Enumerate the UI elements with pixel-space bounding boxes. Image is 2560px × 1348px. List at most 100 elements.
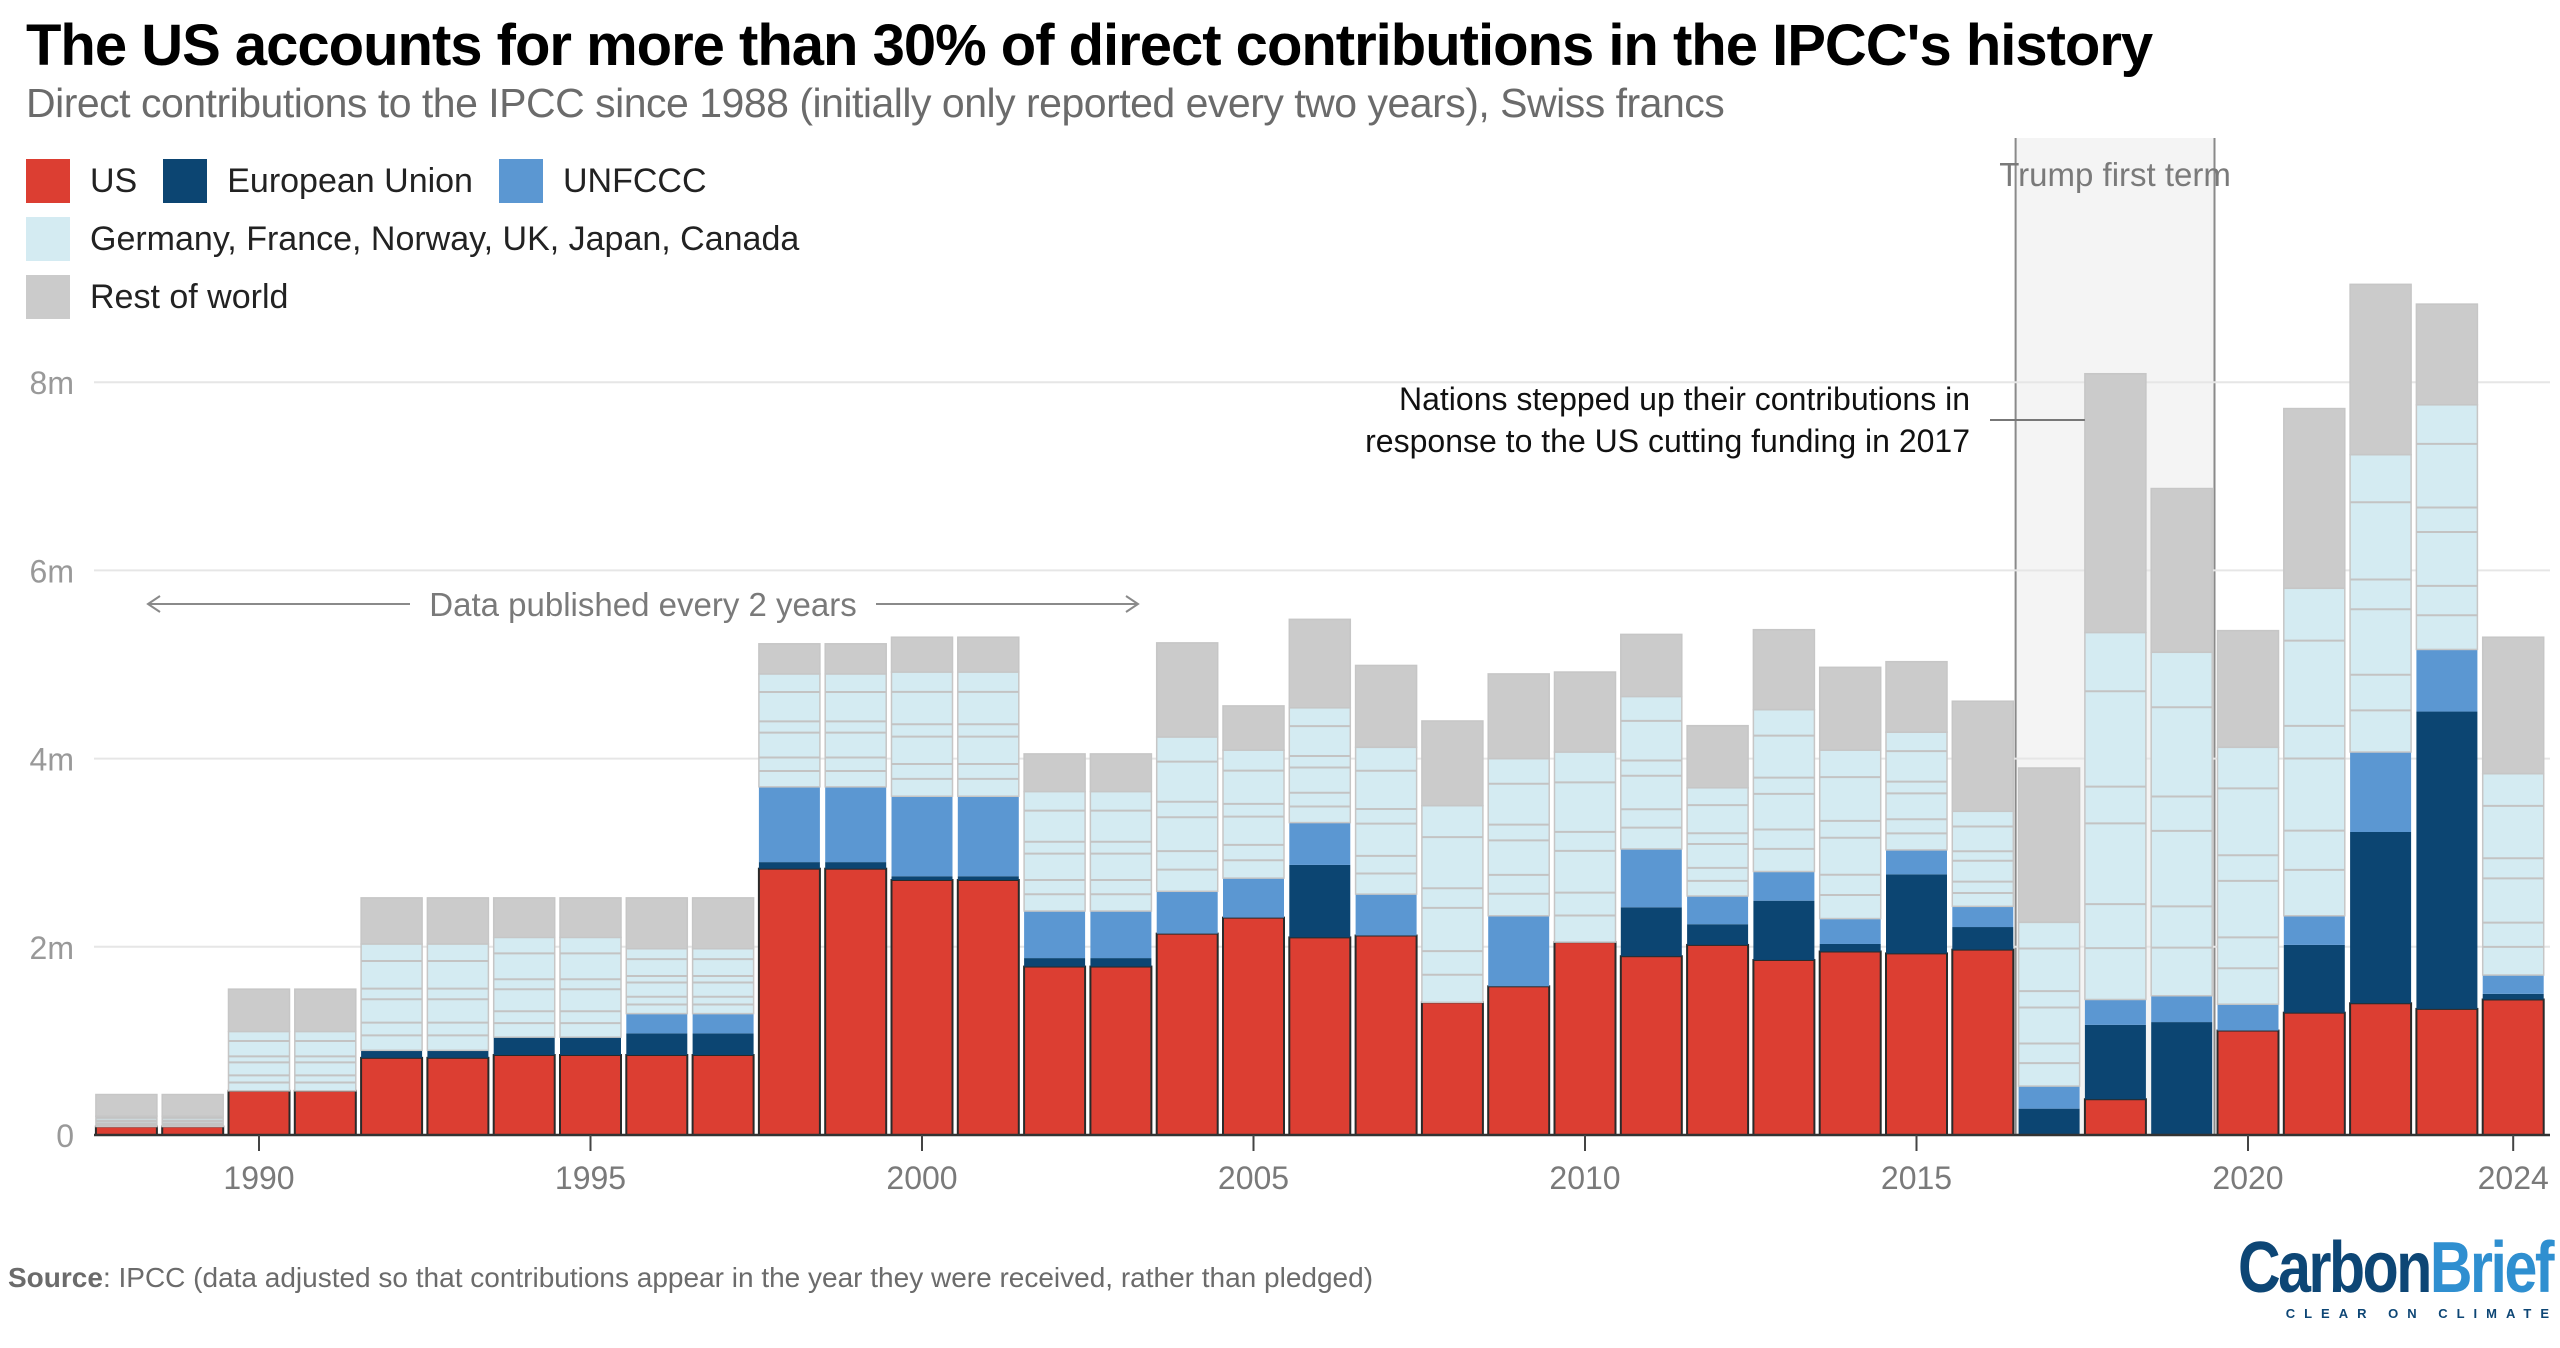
bar-2019 xyxy=(2150,487,2213,1135)
bar-segment-us xyxy=(360,1056,424,1137)
bar-segment-unfccc xyxy=(1090,911,1152,959)
axes: 0 2m 4m 6m 8m 1990 1995 2000 2005 2010 2015 2020 202… xyxy=(30,365,2550,1196)
bar-segment-us xyxy=(2282,1011,2346,1136)
bar-2024 xyxy=(2481,636,2545,1136)
legend-item-eu: European Union xyxy=(163,159,473,203)
bar-segment-us xyxy=(1288,936,1352,1137)
bar-segment-us xyxy=(1818,950,1882,1136)
bar-segment-countries xyxy=(1023,790,1086,912)
y-tick-label: 0 xyxy=(56,1118,74,1154)
x-tick-label: 1990 xyxy=(223,1160,294,1196)
bar-segment-us xyxy=(1420,1001,1484,1136)
bar-2018 xyxy=(2083,372,2147,1136)
trump-band-label: Trump first term xyxy=(1999,156,2231,193)
bar-segment-us xyxy=(1686,943,1750,1137)
bar-2017 xyxy=(2017,767,2081,1135)
x-tick-label: 2005 xyxy=(1218,1160,1289,1196)
bar-segment-us xyxy=(824,867,888,1137)
bar-segment-row xyxy=(2017,767,2081,924)
bar-segment-row xyxy=(2084,372,2147,634)
bar-segment-eu xyxy=(2350,831,2412,1004)
bar-2003 xyxy=(1089,753,1153,1136)
x-tick-label: 2010 xyxy=(1549,1160,1620,1196)
legend-label-unfccc: UNFCCC xyxy=(562,161,707,200)
bar-segment-unfccc xyxy=(1355,894,1417,936)
legend-item-unfccc: UNFCCC xyxy=(498,159,707,203)
bar-segment-us xyxy=(2415,1007,2479,1137)
bar-segment-countries xyxy=(1354,746,1418,895)
arrow-head-right xyxy=(1125,595,1140,613)
legend-label-us: US xyxy=(90,161,138,200)
bar-2013 xyxy=(1752,628,1816,1136)
bar-2006 xyxy=(1288,618,1352,1137)
bar-segment-unfccc xyxy=(1223,878,1284,918)
bar-segment-countries xyxy=(1818,749,1882,920)
bar-segment-eu xyxy=(1753,900,1815,960)
bar-segment-us xyxy=(2349,1002,2413,1137)
legend-swatch-us xyxy=(26,159,70,203)
carbonbrief-logo: CarbonBrief CLEAR ON CLIMATE xyxy=(2169,1232,2555,1321)
bar-segment-us xyxy=(2216,1029,2280,1136)
bar-segment-us xyxy=(1752,958,1816,1136)
bar-segment-row xyxy=(2481,636,2545,775)
bar-segment-us xyxy=(227,1089,291,1136)
y-tick-label: 2m xyxy=(30,930,74,966)
bar-segment-countries xyxy=(1288,707,1352,824)
bar-segment-unfccc xyxy=(2151,995,2213,1023)
bar-segment-us xyxy=(1885,952,1948,1137)
bar-segment-us xyxy=(1222,916,1285,1137)
bar-1991 xyxy=(293,988,357,1136)
bar-1989 xyxy=(161,1093,225,1137)
bar-segment-unfccc xyxy=(2018,1086,2080,1109)
bar-segment-unfccc xyxy=(758,786,820,863)
bar-segment-row xyxy=(492,897,556,939)
bar-segment-unfccc xyxy=(692,1013,754,1034)
bar-segment-unfccc xyxy=(2283,915,2345,945)
bar-segment-countries xyxy=(2481,772,2545,976)
bar-segment-countries xyxy=(360,943,423,1052)
bar-segment-us xyxy=(426,1056,490,1137)
legend-item-row: Rest of world xyxy=(26,275,288,319)
bar-segment-countries xyxy=(1553,751,1617,943)
bar-segment-countries xyxy=(890,671,954,797)
bar-segment-row xyxy=(227,988,291,1033)
bar-segment-us xyxy=(2481,998,2545,1136)
bar-segment-eu xyxy=(1620,907,1682,957)
source-text: : IPCC (data adjusted so that contributi… xyxy=(102,1262,1374,1293)
bar-segment-countries xyxy=(1487,757,1550,917)
bar-segment-eu xyxy=(2084,1024,2146,1100)
bar-segment-row xyxy=(1885,660,1948,734)
bar-2020 xyxy=(2216,629,2280,1136)
bar-segment-countries xyxy=(1885,731,1948,851)
bar-2008 xyxy=(1420,720,1484,1136)
bar-segment-countries xyxy=(1752,708,1816,873)
bar-segment-us xyxy=(1089,965,1153,1136)
bar-segment-unfccc xyxy=(2416,649,2478,712)
bar-segment-countries xyxy=(1089,790,1153,912)
logo-brief: Brief xyxy=(2429,1228,2555,1308)
bar-segment-eu xyxy=(626,1033,688,1056)
bar-segment-us xyxy=(1354,934,1418,1136)
bar-segment-eu xyxy=(825,862,887,869)
bar-segment-eu xyxy=(1024,958,1086,967)
bar-segment-row xyxy=(1951,700,2015,813)
y-tick-label: 8m xyxy=(30,365,74,401)
bar-segment-row xyxy=(360,897,423,945)
bar-2007 xyxy=(1354,664,1418,1136)
bar-segment-eu xyxy=(1090,958,1152,967)
bar-segment-countries xyxy=(2349,453,2412,753)
bar-1994 xyxy=(492,897,556,1137)
bar-segment-us xyxy=(1951,948,2015,1136)
bar-2015 xyxy=(1885,660,1948,1137)
bar-segment-row xyxy=(95,1093,158,1117)
bar-segment-countries xyxy=(2150,651,2213,997)
bar-segment-eu xyxy=(2151,1022,2213,1135)
bar-segment-countries xyxy=(824,673,887,788)
x-tick-label: 2000 xyxy=(886,1160,957,1196)
bar-segment-row xyxy=(1222,705,1285,751)
bar-segment-row xyxy=(1752,628,1816,711)
bar-segment-eu xyxy=(2283,944,2345,1013)
legend-swatch-unfccc xyxy=(498,159,543,203)
bar-2022 xyxy=(2349,283,2413,1137)
